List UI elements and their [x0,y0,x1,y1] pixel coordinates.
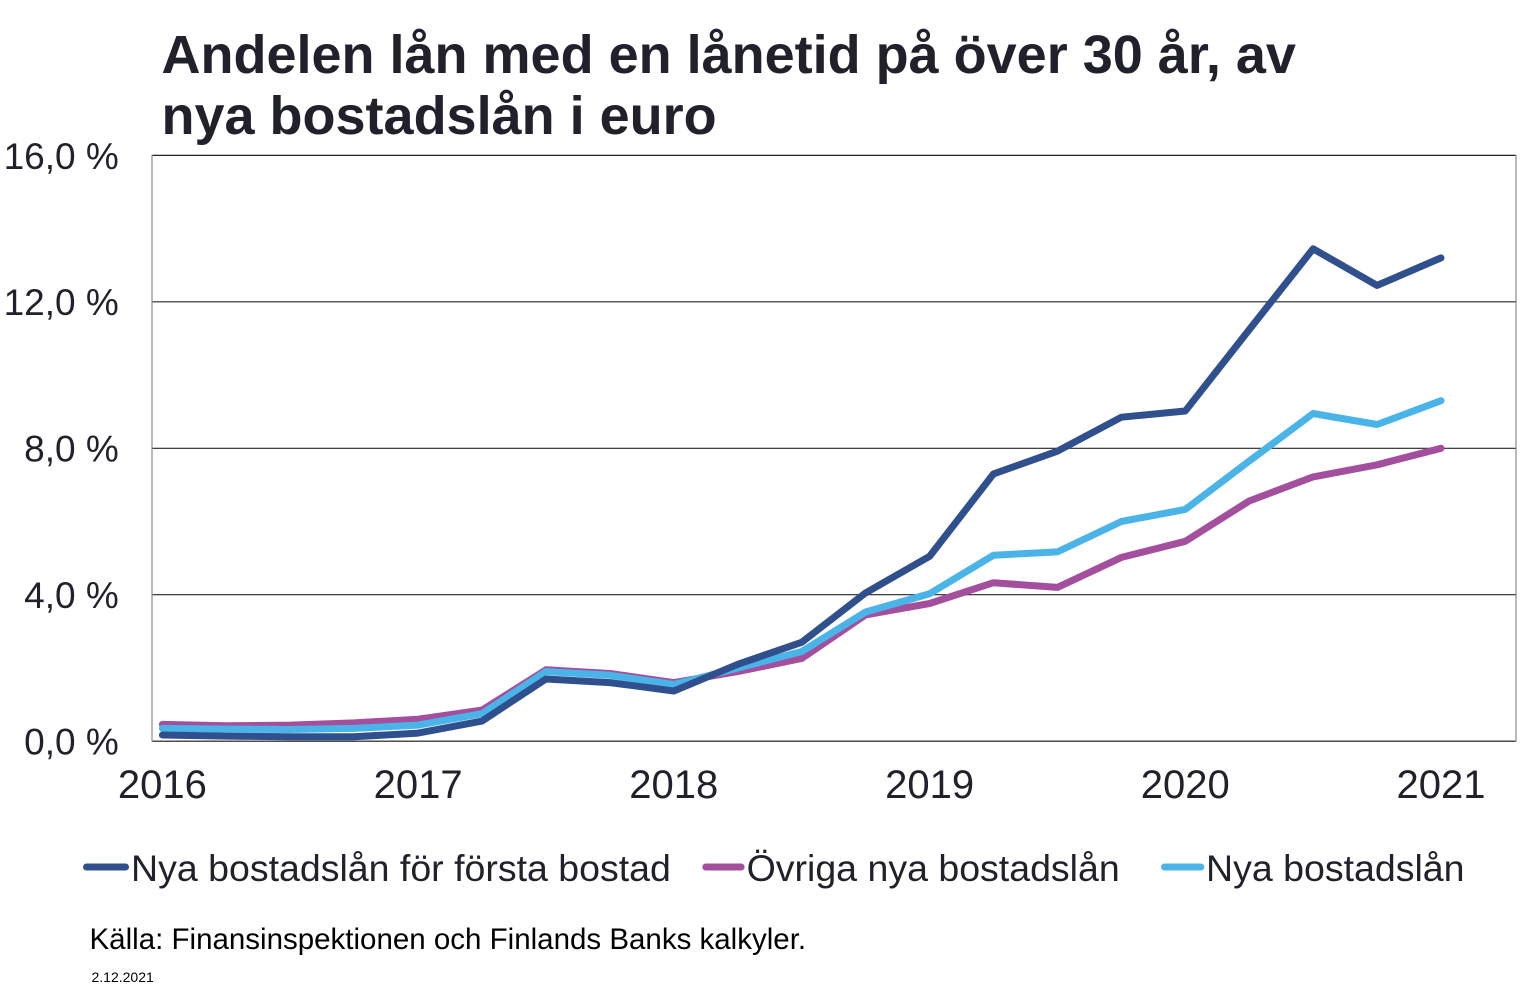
svg-text:nya bostadslån i euro: nya bostadslån i euro [162,86,717,146]
svg-text:2017: 2017 [374,763,463,807]
svg-text:Nya bostadslån för första bost: Nya bostadslån för första bostad [131,847,671,889]
svg-text:0,0 %: 0,0 % [24,722,119,763]
svg-text:Nya bostadslån: Nya bostadslån [1206,847,1465,889]
svg-text:Källa: Finansinspektionen och: Källa: Finansinspektionen och Finlands B… [90,923,807,956]
svg-text:2021: 2021 [1397,763,1486,807]
svg-text:8,0 %: 8,0 % [24,429,119,470]
svg-text:2018: 2018 [629,763,718,807]
svg-text:2019: 2019 [885,763,974,807]
svg-text:2016: 2016 [118,763,207,807]
svg-text:2020: 2020 [1141,763,1230,807]
svg-text:Andelen lån med en lånetid på: Andelen lån med en lånetid på över 30 år… [162,25,1296,85]
svg-text:12,0 %: 12,0 % [4,282,119,323]
svg-text:4,0 %: 4,0 % [24,575,119,616]
svg-text:16,0 %: 16,0 % [4,136,119,177]
svg-text:2.12.2021: 2.12.2021 [92,969,154,985]
svg-text:Övriga nya bostadslån: Övriga nya bostadslån [747,847,1120,889]
